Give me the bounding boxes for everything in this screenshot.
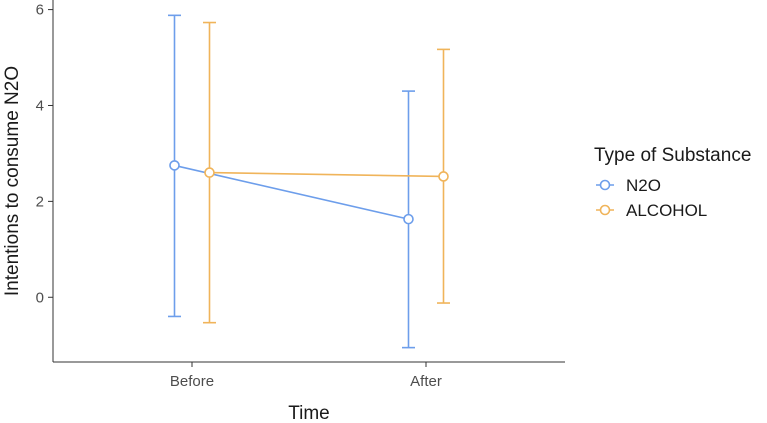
axes bbox=[52, 0, 565, 363]
x-axis-title: Time bbox=[288, 403, 330, 423]
legend: Type of Substance N2O ALCOHOL bbox=[594, 145, 751, 220]
data-point bbox=[403, 213, 414, 225]
legend-key-point bbox=[599, 179, 611, 191]
y-ticks: 0 2 4 6 bbox=[36, 2, 53, 306]
x-tick-label: After bbox=[410, 373, 442, 390]
data-point bbox=[169, 160, 180, 171]
legend-title: Type of Substance bbox=[594, 145, 751, 166]
x-tick-label: Before bbox=[170, 373, 214, 390]
series-line bbox=[209, 171, 444, 178]
series-n2o bbox=[168, 14, 415, 349]
y-tick-label: 2 bbox=[36, 193, 44, 210]
data-point bbox=[204, 167, 215, 178]
data-point bbox=[438, 171, 449, 182]
legend-key-point bbox=[599, 204, 611, 216]
series-alcohol bbox=[203, 21, 450, 324]
x-ticks: Before After bbox=[170, 362, 442, 390]
series bbox=[168, 14, 450, 349]
legend-label: N2O bbox=[626, 176, 661, 195]
legend-label: ALCOHOL bbox=[626, 201, 707, 220]
y-tick-label: 0 bbox=[36, 289, 44, 306]
y-tick-label: 6 bbox=[36, 2, 44, 19]
legend-items: N2O ALCOHOL bbox=[596, 176, 707, 220]
legend-item-alcohol: ALCOHOL bbox=[596, 201, 707, 220]
y-tick-label: 4 bbox=[36, 97, 44, 114]
y-axis-title: Intentions to consume N2O bbox=[2, 66, 23, 296]
legend-item-n2o: N2O bbox=[596, 176, 661, 195]
